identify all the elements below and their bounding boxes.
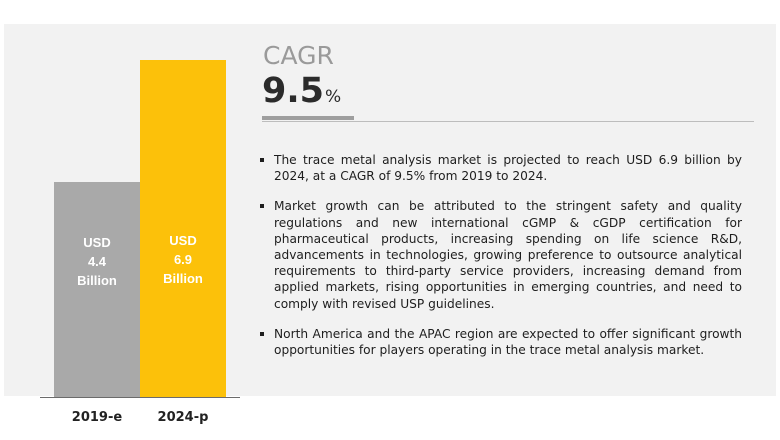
cagr-unit: % bbox=[325, 87, 342, 107]
cagr-divider bbox=[262, 121, 754, 122]
bullet-item: Market growth can be attributed to the s… bbox=[258, 198, 742, 311]
bullet-icon bbox=[260, 204, 264, 209]
bullet-icon bbox=[260, 158, 264, 162]
bullet-icon bbox=[260, 331, 264, 336]
bullet-text: The trace metal analysis market is proje… bbox=[274, 153, 742, 184]
bullet-text: Market growth can be attributed to the s… bbox=[274, 199, 742, 311]
cagr-label: CAGR bbox=[263, 41, 334, 70]
bullet-item: North America and the APAC region are ex… bbox=[258, 326, 742, 358]
cagr-accent-rule bbox=[262, 116, 354, 120]
bullet-text: North America and the APAC region are ex… bbox=[274, 326, 742, 358]
cagr-value: 9.5% bbox=[262, 71, 341, 117]
cagr-number: 9.5 bbox=[262, 71, 325, 111]
axis-strip bbox=[4, 396, 776, 440]
bullet-item: The trace metal analysis market is proje… bbox=[258, 152, 742, 184]
key-findings-list: The trace metal analysis market is proje… bbox=[258, 152, 742, 372]
